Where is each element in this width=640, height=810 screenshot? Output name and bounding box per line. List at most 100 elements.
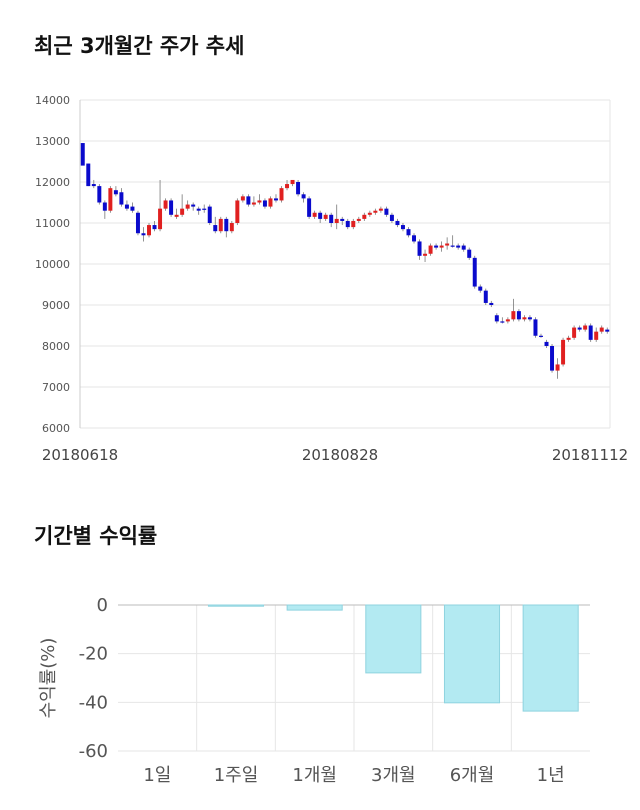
candle	[224, 216, 229, 238]
candle-body	[594, 331, 599, 340]
candle	[285, 179, 290, 191]
candle	[516, 309, 521, 322]
candle-body	[373, 210, 378, 213]
candle	[345, 218, 350, 230]
candle-body	[533, 319, 538, 336]
returns-bar	[365, 604, 422, 674]
candle-body	[456, 245, 461, 248]
candle-body	[268, 198, 273, 207]
candle-body	[478, 286, 483, 291]
candle	[102, 200, 107, 219]
candle	[268, 196, 273, 209]
returns-y-tick-label: 0	[97, 595, 108, 616]
candle-x-axis: 20180618 20180828 20181112	[42, 446, 628, 464]
candle-body	[97, 186, 102, 203]
candle-body	[550, 346, 555, 371]
candle	[251, 196, 256, 207]
candle-body	[102, 202, 107, 211]
returns-y-tick-label: -40	[79, 692, 108, 713]
candle-body	[290, 179, 295, 185]
candle	[180, 194, 185, 217]
candle-body	[561, 339, 566, 365]
candle	[566, 335, 571, 342]
candle	[158, 179, 163, 232]
candle-body	[428, 245, 433, 254]
candle-y-tick-label: 9000	[42, 299, 70, 312]
candle-body	[522, 317, 527, 320]
candle	[246, 194, 251, 207]
returns-bar	[522, 604, 579, 712]
returns-x-tick-label: 1개월	[292, 765, 337, 786]
candle	[235, 198, 240, 226]
candle-body	[412, 235, 416, 242]
candle	[533, 317, 538, 338]
returns-y-axis: 0 -20 -40 -60	[79, 595, 108, 762]
candle-body	[218, 218, 223, 232]
period-returns-title: 기간별 수익률	[34, 524, 158, 548]
candle-body	[577, 327, 582, 330]
candlestick-chart: 14000 13000 12000 11000 10000 9000 8000 7000 600…	[35, 94, 628, 464]
candle-body	[318, 212, 323, 219]
candle-body	[605, 329, 610, 332]
candle	[296, 179, 301, 197]
candle-body	[169, 200, 174, 215]
candle	[389, 212, 394, 223]
candle	[439, 241, 444, 252]
candle	[240, 194, 245, 203]
candle	[91, 179, 96, 189]
candle-body	[174, 214, 179, 217]
candle-body	[296, 182, 301, 195]
candle	[605, 327, 610, 334]
candle-body	[191, 204, 196, 207]
candle-body	[312, 212, 317, 217]
candle	[505, 317, 510, 324]
candle-body	[389, 214, 394, 221]
candle	[434, 243, 439, 250]
candle-body	[384, 208, 389, 215]
candle-body	[583, 325, 588, 330]
candle-body	[158, 208, 163, 230]
candle-body	[262, 200, 267, 207]
candle-body	[141, 233, 146, 236]
candle-body	[351, 220, 356, 228]
candle	[274, 194, 278, 203]
candle	[400, 223, 405, 232]
candle-body	[185, 204, 190, 209]
candle	[124, 200, 129, 211]
returns-x-tick-label: 1주일	[214, 765, 259, 786]
candle	[119, 188, 124, 207]
candle	[135, 210, 140, 236]
candle	[395, 218, 400, 228]
candle	[213, 216, 218, 234]
candle	[494, 313, 499, 324]
candle-body	[423, 253, 428, 256]
candle-body	[400, 225, 405, 230]
candle-grid	[79, 99, 611, 429]
candle-body	[461, 245, 466, 250]
candle	[130, 202, 135, 213]
candle	[417, 239, 422, 260]
returns-x-tick-label: 6개월	[450, 765, 495, 786]
candle-body	[329, 214, 334, 223]
candle	[577, 325, 582, 332]
candle-body	[572, 327, 577, 338]
candle	[163, 198, 168, 211]
candle	[450, 235, 455, 248]
candle	[572, 325, 577, 340]
candle	[522, 315, 527, 322]
candle	[373, 208, 378, 215]
candle	[202, 204, 207, 213]
candle-body	[152, 225, 157, 230]
candle-y-tick-label: 6000	[42, 422, 70, 435]
candle-body	[285, 184, 290, 189]
candle-body	[224, 218, 229, 232]
returns-y-axis-label: 수익률(%)	[38, 638, 59, 719]
candle-body	[494, 315, 499, 322]
candle-body	[80, 143, 85, 166]
candle-body	[229, 223, 234, 232]
price-trend-title: 최근 3개월간 주가 추세	[34, 34, 245, 58]
returns-x-tick-label: 1일	[143, 765, 171, 786]
candle	[80, 143, 85, 166]
candle-body	[202, 208, 207, 210]
candle-body	[235, 200, 240, 223]
